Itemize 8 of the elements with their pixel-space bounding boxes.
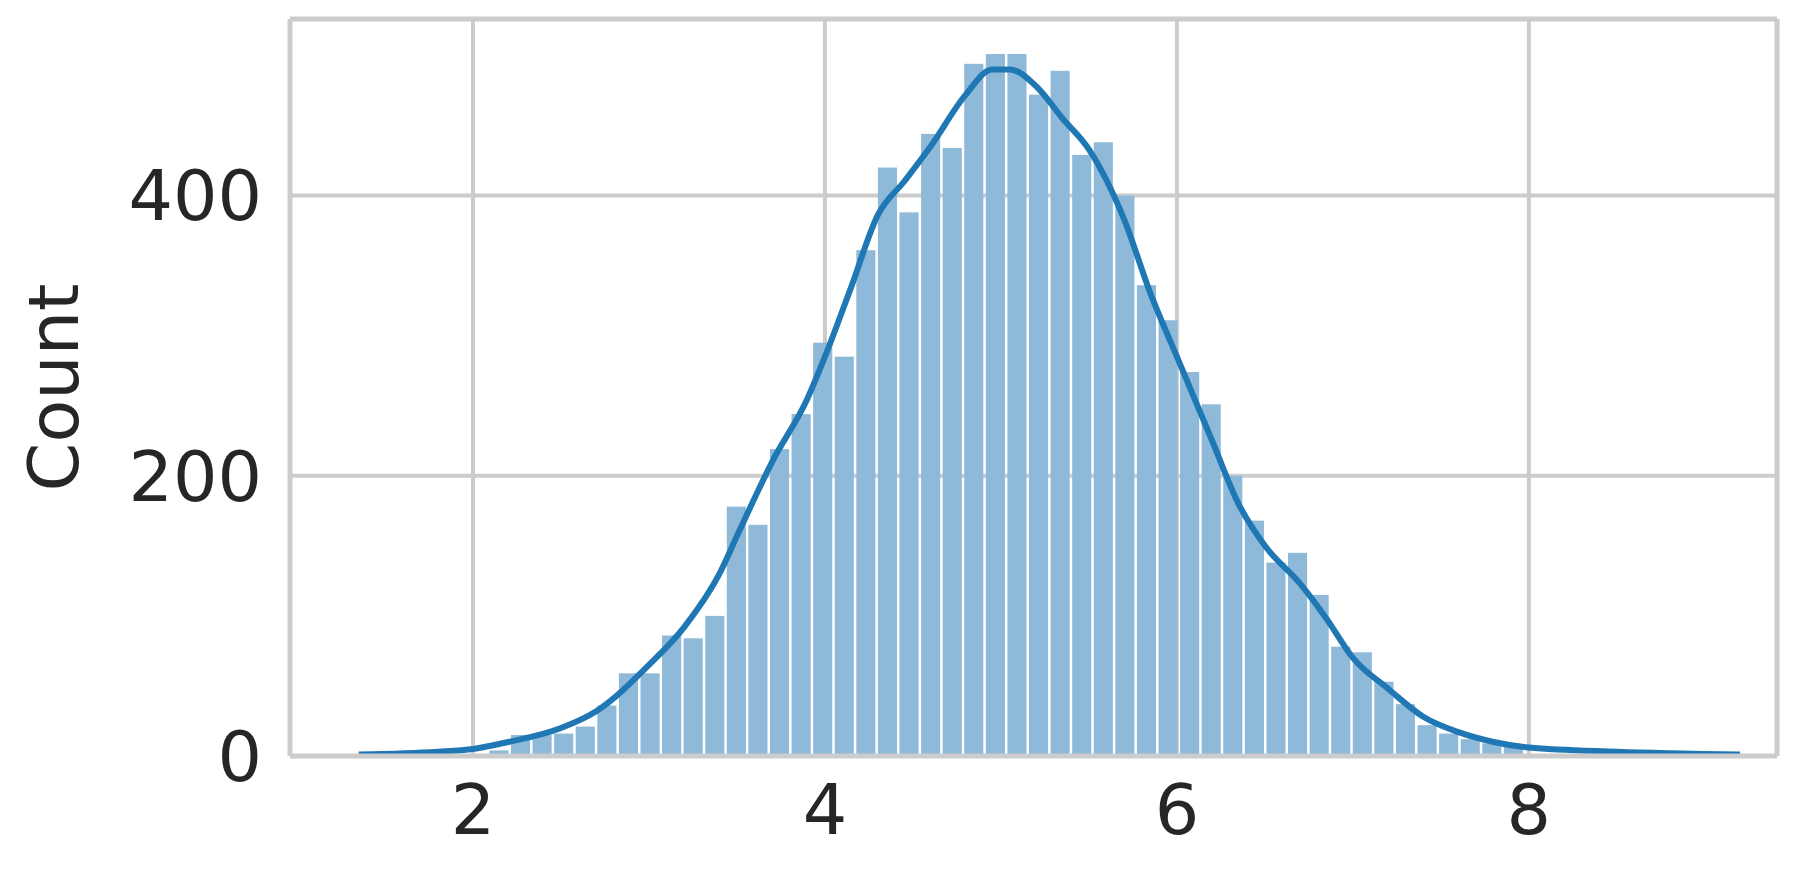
x-tick-label: 4 <box>802 768 848 851</box>
x-tick-label: 2 <box>450 768 496 851</box>
x-tick-label: 6 <box>1154 768 1200 851</box>
y-tick-label: 200 <box>128 435 262 518</box>
y-tick-label: 400 <box>128 155 262 238</box>
y-tick-label: 0 <box>217 715 262 798</box>
y-axis-title: Count <box>13 283 95 492</box>
x-tick-label: 8 <box>1506 768 1552 851</box>
